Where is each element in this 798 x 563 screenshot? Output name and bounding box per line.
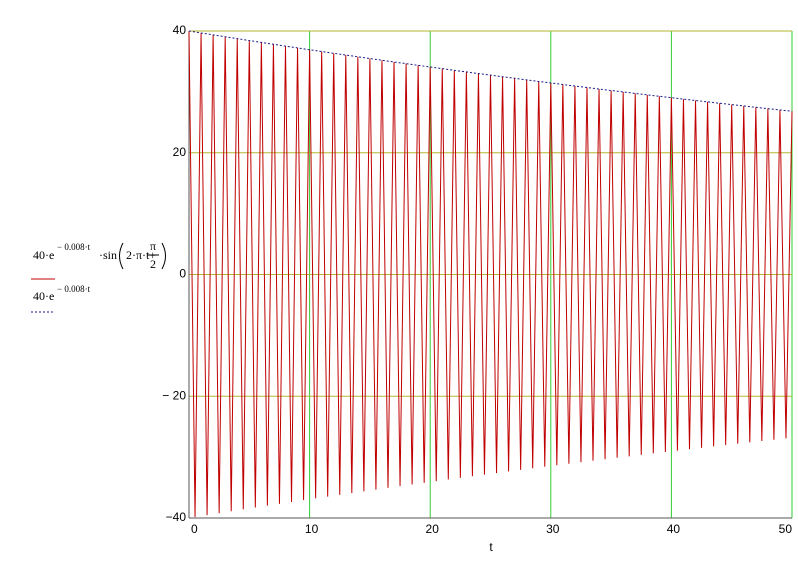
legend: 40·e − 0.008·t ·sin 2·π·t+ π 2 40·e − 0.… <box>31 239 166 313</box>
x-tick-label: 0 <box>191 522 198 536</box>
legend-text: 40·e <box>33 248 54 262</box>
y-tick-label: 40 <box>173 23 187 37</box>
x-tick-label: 50 <box>779 522 793 536</box>
y-tick-label: 20 <box>173 145 187 159</box>
y-tick-label: −40 <box>166 510 187 524</box>
legend-text: ·sin <box>99 248 117 262</box>
y-tick-label: − 20 <box>162 388 186 402</box>
legend-text: π <box>150 239 156 253</box>
legend-text: 2·π·t+ <box>126 248 156 262</box>
legend-text: 2 <box>150 257 156 271</box>
legend-text: − 0.008·t <box>57 284 91 294</box>
legend-text: 40·e <box>33 289 54 303</box>
parenthesis <box>119 242 166 270</box>
x-tick-label: 20 <box>426 522 440 536</box>
series-line <box>188 30 793 112</box>
legend-text: − 0.008·t <box>57 242 91 252</box>
y-tick-label: 0 <box>179 267 186 281</box>
x-tick-label: 30 <box>546 522 560 536</box>
x-tick-label: 10 <box>305 522 319 536</box>
x-tick-label: 40 <box>667 522 681 536</box>
x-axis-label: t <box>489 540 493 554</box>
